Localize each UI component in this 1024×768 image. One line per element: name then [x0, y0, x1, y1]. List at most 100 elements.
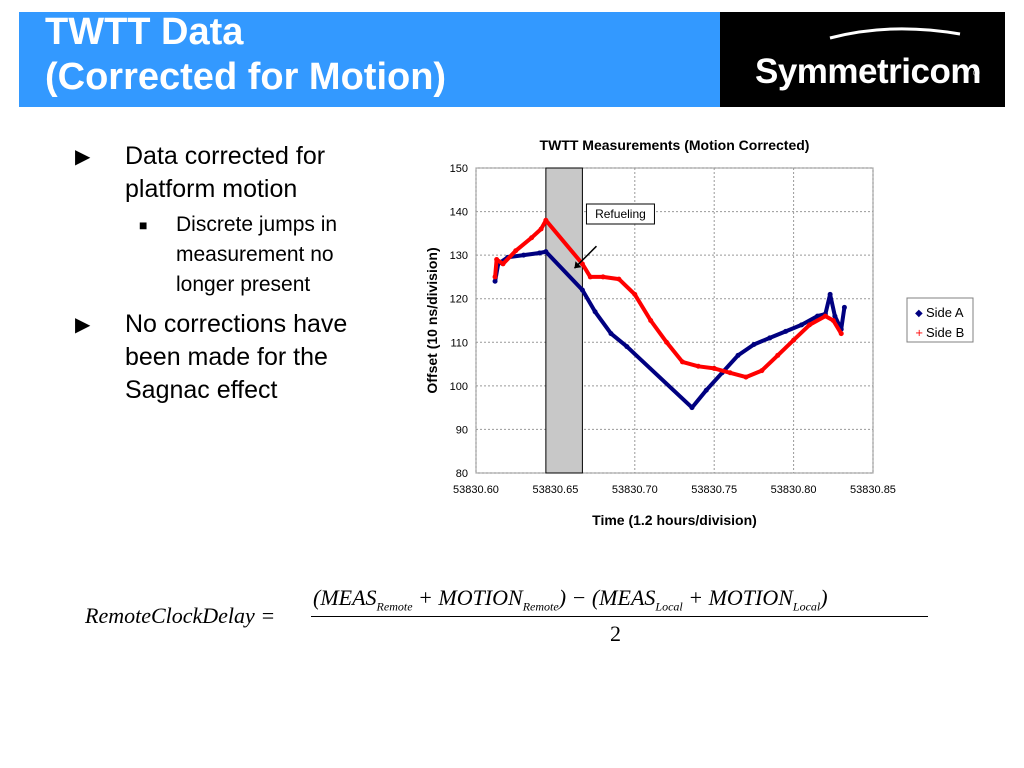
data-point: [543, 249, 549, 255]
data-point: [838, 331, 844, 337]
data-point: [827, 291, 833, 297]
formula-part: ): [820, 585, 828, 610]
data-point: [743, 374, 749, 380]
fraction-bar: [311, 616, 928, 617]
x-tick-label: 53830.75: [691, 484, 737, 496]
data-point: [648, 318, 654, 323]
legend-box: [906, 297, 974, 343]
data-point: [751, 341, 757, 347]
y-tick-label: 100: [450, 381, 468, 393]
legend-label: Side B: [926, 325, 964, 340]
formula-subscript: Remote: [376, 599, 413, 614]
x-tick-label: 53830.65: [532, 484, 578, 496]
data-point: [513, 248, 519, 254]
y-tick-label: 130: [450, 250, 468, 262]
y-tick-label: 80: [456, 468, 468, 480]
annotation-arrowhead: [574, 261, 582, 269]
y-tick-label: 120: [450, 294, 468, 306]
x-tick-label: 53830.80: [771, 484, 817, 496]
data-point: [689, 405, 695, 411]
data-point: [695, 363, 701, 369]
data-point: [608, 331, 614, 337]
data-point: [543, 217, 549, 223]
data-point: [806, 322, 812, 328]
logo-swoosh-icon: [829, 27, 961, 40]
data-point: [624, 344, 630, 350]
data-point: [521, 252, 527, 258]
y-tick-label: 90: [456, 424, 468, 436]
data-point: [537, 250, 543, 256]
data-point: [799, 322, 805, 328]
triangle-bullet-icon: ▶: [75, 314, 91, 336]
sub-bullet-text: Discrete jumps in measurement no longer …: [176, 213, 338, 296]
data-point: [775, 352, 781, 358]
formula-subscript: Local: [792, 599, 821, 614]
data-point: [841, 304, 847, 310]
data-point: [492, 278, 498, 284]
data-point: [814, 313, 820, 319]
formula-lhs: RemoteClockDelay =: [85, 603, 276, 628]
bullet-text: No corrections have been made for the Sa…: [125, 310, 348, 404]
formula-part: + MOTION: [412, 585, 523, 610]
bullet-list: ▶ Data corrected for platform motion ■ D…: [75, 140, 395, 415]
title-bar: [19, 12, 720, 107]
data-point: [579, 287, 585, 293]
data-point: [632, 291, 638, 297]
annotation-box: [585, 203, 655, 225]
data-point: [783, 328, 789, 334]
data-point: [664, 339, 670, 345]
slide-title: TWTT Data (Corrected for Motion): [45, 11, 447, 98]
data-point: [492, 274, 498, 280]
formula-part: (MEAS: [313, 585, 377, 610]
annotation-label: Refueling: [595, 207, 646, 221]
square-bullet-icon: ■: [139, 217, 148, 233]
formula-numerator: (MEASRemote + MOTIONRemote) − (MEASLocal…: [313, 585, 828, 614]
formula-part: + MOTION: [682, 585, 793, 610]
bullet-item: ▶ No corrections have been made for the …: [75, 308, 395, 407]
formula: RemoteClockDelay = (MEASRemote + MOTIONR…: [85, 585, 945, 655]
data-point: [759, 368, 765, 374]
triangle-bullet-icon: ▶: [75, 146, 91, 168]
data-point: [538, 226, 544, 232]
legend-marker: +: [915, 328, 923, 339]
data-point: [494, 257, 500, 262]
x-tick-label: 53830.85: [850, 484, 896, 496]
bullet-item: ▶ Data corrected for platform motion: [75, 140, 395, 206]
data-point: [616, 276, 622, 282]
chart: 53830.60 53830.65 53830.70 53830.75 53830.80…: [418, 130, 998, 540]
data-point: [587, 274, 593, 280]
data-point: [767, 335, 773, 341]
sub-bullet-item: ■ Discrete jumps in measurement no longe…: [75, 210, 395, 300]
formula-part: ) − (MEAS: [558, 585, 656, 610]
chart-svg: 53830.60 53830.65 53830.70 53830.75 53830.80…: [424, 137, 974, 528]
formula-subscript: Remote: [522, 599, 559, 614]
data-point: [679, 359, 685, 365]
data-point: [711, 365, 717, 371]
logo-box: [720, 12, 1005, 107]
legend-label: Side A: [926, 305, 964, 320]
y-axis-title: Offset (10 ns/division): [424, 247, 440, 393]
data-point: [822, 313, 828, 319]
y-tick-label: 110: [450, 337, 468, 349]
data-point: [832, 313, 838, 319]
x-tick-label: 53830.60: [453, 484, 499, 496]
data-point: [703, 387, 709, 393]
data-point: [791, 337, 797, 343]
y-tick-label: 150: [450, 163, 468, 175]
formula-subscript: Local: [655, 599, 683, 614]
bullet-text: Data corrected for platform motion: [125, 142, 326, 203]
data-point: [529, 235, 535, 241]
data-point: [830, 318, 836, 323]
formula-denominator: 2: [610, 621, 621, 646]
y-tick-label: 140: [450, 207, 468, 219]
data-point: [500, 261, 506, 267]
refueling-shaded-region: [545, 167, 583, 474]
data-point: [592, 309, 598, 315]
data-point: [735, 352, 741, 358]
logo-text: Symmetricom: [755, 52, 981, 91]
data-point: [579, 261, 585, 267]
logo-registered-mark: ®: [973, 68, 980, 78]
series-line: [493, 249, 847, 410]
data-point: [600, 274, 606, 280]
chart-title: TWTT Measurements (Motion Corrected): [540, 137, 810, 153]
